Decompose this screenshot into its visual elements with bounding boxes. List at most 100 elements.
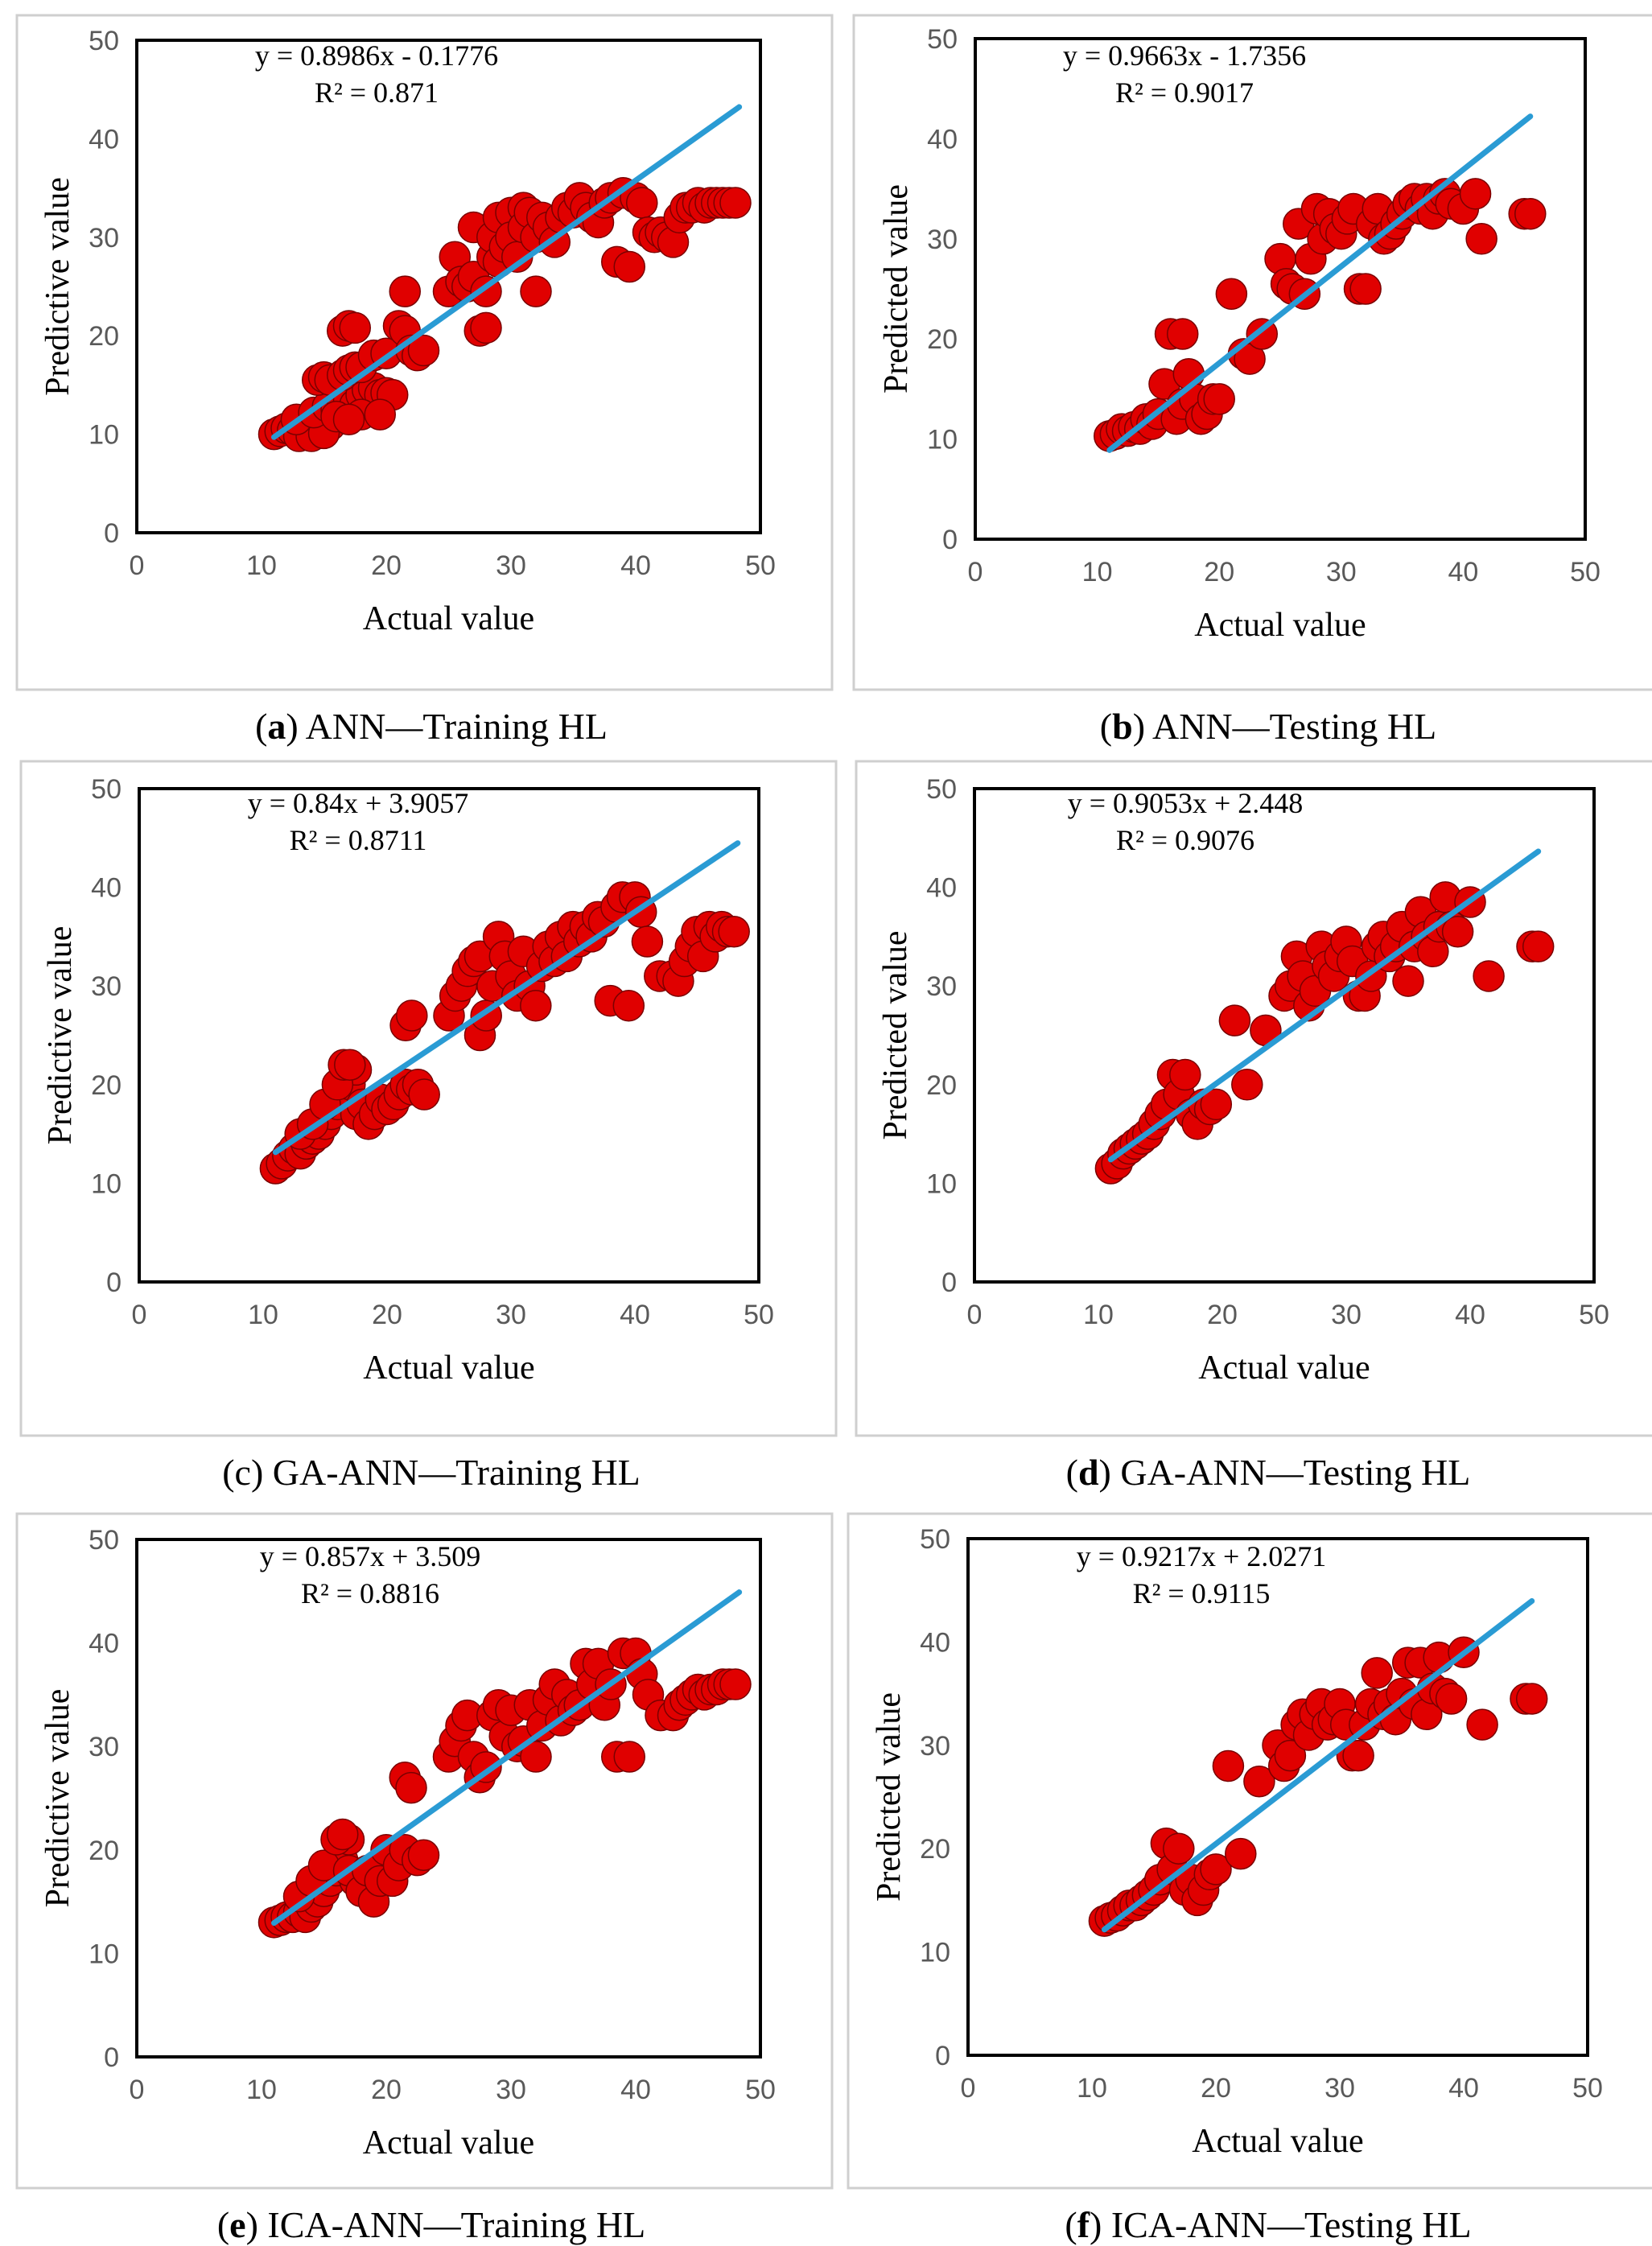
data-point xyxy=(1203,383,1235,415)
y-tick-label: 30 xyxy=(89,1732,119,1762)
y-tick-label: 0 xyxy=(106,1267,122,1298)
data-point xyxy=(1212,1749,1245,1782)
data-point xyxy=(1200,1853,1232,1885)
scatter-chart: 0 10 20 30 40 50 0 10 20 30 40 50 Actual value Predic… xyxy=(15,14,834,691)
chart-panel-c: 0 10 20 30 40 50 0 10 20 30 40 50 Actual value Predic… xyxy=(19,760,851,1485)
y-tick-label: 50 xyxy=(89,26,119,56)
scatter-chart: 0 10 20 30 40 50 0 10 20 30 40 50 Actual value Predic… xyxy=(847,1512,1652,2190)
x-tick-label: 0 xyxy=(130,550,145,581)
data-point xyxy=(613,250,645,283)
x-tick-label: 40 xyxy=(1448,557,1478,587)
data-point xyxy=(389,275,421,307)
x-tick-label: 50 xyxy=(745,550,776,581)
y-tick-label: 0 xyxy=(935,2041,950,2071)
data-point xyxy=(1231,1069,1263,1101)
panel-caption: (f) ICA-ANN—Testing HL xyxy=(853,2203,1652,2246)
data-point xyxy=(1215,278,1248,310)
x-tick-label: 40 xyxy=(620,2075,651,2105)
data-point xyxy=(520,275,552,307)
x-axis-title: Actual value xyxy=(363,600,534,637)
x-tick-label: 40 xyxy=(620,1300,650,1330)
x-tick-label: 30 xyxy=(496,2075,526,2105)
data-point xyxy=(613,1741,645,1773)
data-point xyxy=(1243,1765,1275,1798)
data-point xyxy=(1473,960,1505,992)
caption-paren-open: ( xyxy=(216,2204,230,2245)
x-tick-label: 40 xyxy=(1448,2073,1479,2104)
x-tick-label: 10 xyxy=(1077,2073,1107,2104)
data-point xyxy=(1465,223,1498,255)
x-tick-label: 50 xyxy=(1579,1300,1609,1330)
y-axis-title: Predictive value xyxy=(39,177,76,396)
scatter-chart: 0 10 20 30 40 50 0 10 20 30 40 50 Actual value Predic… xyxy=(855,760,1652,1437)
x-tick-label: 30 xyxy=(1326,557,1357,587)
data-point xyxy=(332,403,365,435)
data-point xyxy=(395,1771,427,1804)
data-point xyxy=(719,1668,752,1700)
x-tick-label: 50 xyxy=(745,2075,776,2105)
y-tick-label: 40 xyxy=(927,124,958,155)
r-squared-label: R² = 0.9017 xyxy=(1115,76,1254,109)
y-tick-label: 40 xyxy=(91,873,122,904)
panel-caption: (a) ANN—Training HL xyxy=(16,705,847,748)
x-tick-label: 0 xyxy=(130,2075,145,2105)
x-tick-label: 20 xyxy=(371,2075,402,2105)
x-tick-label: 20 xyxy=(372,1300,402,1330)
x-axis-title: Actual value xyxy=(363,1350,534,1387)
panel-caption: (e) ICA-ANN—Training HL xyxy=(16,2203,847,2246)
chart-panel-a: 0 10 20 30 40 50 0 10 20 30 40 50 Actual value Predic… xyxy=(15,14,847,739)
x-axis-title: Actual value xyxy=(1194,607,1366,644)
y-axis-title: Predictive value xyxy=(39,1689,76,1908)
x-tick-label: 30 xyxy=(1331,1300,1362,1330)
caption-paren-open: ( xyxy=(1065,1452,1078,1493)
y-tick-label: 10 xyxy=(920,1938,950,1968)
panel-caption: (c) GA-ANN—Training HL xyxy=(16,1451,847,1494)
data-point xyxy=(1225,1837,1257,1870)
y-tick-label: 10 xyxy=(926,1168,957,1199)
y-axis-title: Predictive value xyxy=(42,926,79,1145)
x-tick-label: 30 xyxy=(496,1300,526,1330)
r-squared-label: R² = 0.8816 xyxy=(301,1577,439,1609)
data-point xyxy=(631,925,664,958)
x-tick-label: 50 xyxy=(1570,557,1601,587)
data-point xyxy=(1200,1088,1233,1121)
trendline xyxy=(271,104,743,440)
y-tick-label: 30 xyxy=(927,225,958,255)
chart-panel-b: 0 10 20 30 40 50 0 10 20 30 40 50 Actual value Predic… xyxy=(852,14,1652,739)
data-point xyxy=(407,1839,440,1871)
data-point xyxy=(1435,1683,1468,1715)
r-squared-label: R² = 0.9115 xyxy=(1133,1577,1271,1609)
data-point xyxy=(1163,1832,1195,1865)
y-tick-label: 20 xyxy=(91,1070,122,1101)
data-point xyxy=(626,187,658,219)
data-point xyxy=(408,1078,440,1111)
y-tick-label: 10 xyxy=(89,1939,119,1969)
data-point xyxy=(520,989,552,1022)
data-point xyxy=(364,398,396,431)
scatter-chart: 0 10 20 30 40 50 0 10 20 30 40 50 Actual value Predic… xyxy=(19,760,838,1437)
data-point xyxy=(612,989,645,1022)
y-tick-label: 20 xyxy=(89,321,119,352)
scatter-chart: 0 10 20 30 40 50 0 10 20 30 40 50 Actual value Predic… xyxy=(852,14,1652,691)
caption-letter: a xyxy=(267,706,286,747)
trendline-equation: y = 0.9663x - 1.7356 xyxy=(1063,39,1306,72)
x-tick-label: 0 xyxy=(961,2073,976,2104)
trendline xyxy=(1107,848,1542,1163)
x-axis-title: Actual value xyxy=(1192,2123,1363,2160)
x-tick-label: 10 xyxy=(1082,557,1113,587)
y-tick-label: 50 xyxy=(89,1525,119,1556)
x-tick-label: 30 xyxy=(496,550,526,581)
data-point xyxy=(1392,965,1424,997)
y-tick-label: 40 xyxy=(89,1629,119,1659)
x-tick-label: 40 xyxy=(1455,1300,1485,1330)
y-tick-label: 40 xyxy=(926,873,957,904)
data-point xyxy=(1515,1683,1548,1715)
trendline-equation: y = 0.9217x + 2.0271 xyxy=(1077,1540,1327,1572)
chart-panel-e: 0 10 20 30 40 50 0 10 20 30 40 50 Actual value Predic… xyxy=(15,1512,847,2237)
y-tick-label: 50 xyxy=(91,774,122,805)
y-tick-label: 0 xyxy=(942,525,958,555)
y-tick-label: 30 xyxy=(91,971,122,1002)
data-point xyxy=(719,187,752,219)
y-tick-label: 10 xyxy=(927,425,958,455)
panel-caption: (d) GA-ANN—Testing HL xyxy=(853,1451,1652,1494)
